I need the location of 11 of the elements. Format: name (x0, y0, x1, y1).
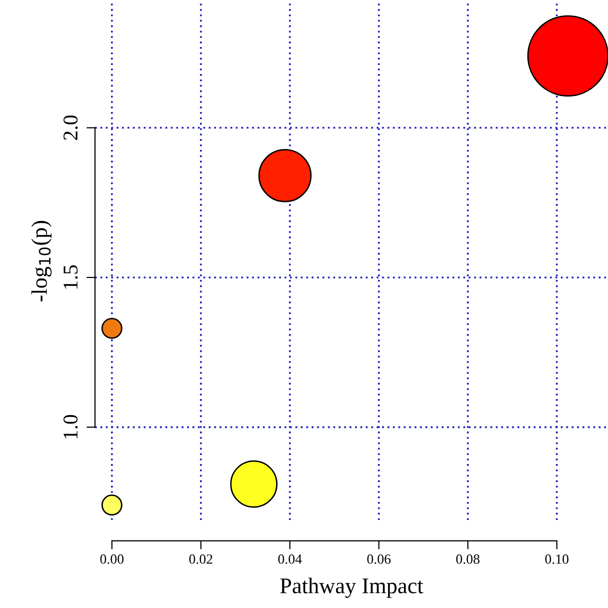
x-tick-label: 0.00 (100, 554, 124, 564)
x-tick-label: 0.10 (545, 554, 568, 564)
x-tick-label: 0.04 (278, 554, 302, 564)
x-tick-label: 0.06 (367, 554, 391, 564)
y-tick-label: 1.5 (64, 265, 78, 289)
y-axis-title: -log$_{10}$(p) (31, 220, 52, 302)
x-tick-label: 0.08 (456, 554, 480, 564)
x-axis-title: Pathway Impact (280, 578, 424, 598)
y-tick-label: 1.0 (64, 414, 78, 438)
y-tick-label: 2.0 (64, 116, 78, 140)
x-tick-label: 0.02 (189, 554, 212, 564)
